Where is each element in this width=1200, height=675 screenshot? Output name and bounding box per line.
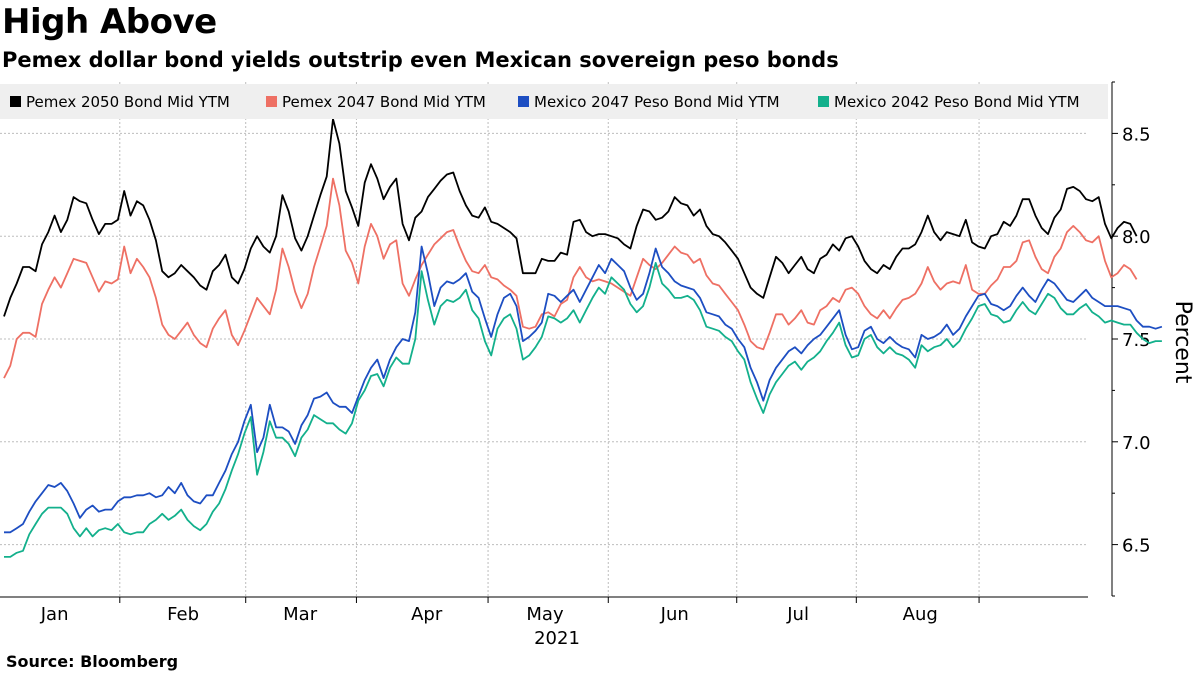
chart-title: High Above (2, 2, 217, 42)
series-line-2 (3, 177, 1138, 379)
legend-label: Pemex 2050 Bond Mid YTM (26, 93, 230, 111)
legend-label: Mexico 2042 Peso Bond Mid YTM (834, 93, 1080, 111)
x-tick-label: Mar (283, 604, 318, 625)
x-tick-label: Jun (660, 604, 689, 625)
grid-lines (0, 82, 1088, 596)
x-tick-label: Jan (40, 604, 69, 625)
legend-swatch (266, 96, 277, 107)
legend: Pemex 2050 Bond Mid YTM Pemex 2047 Bond M… (0, 84, 1108, 119)
y-axis-label: Percent (1170, 301, 1195, 384)
y-tick-label: 8.5 (1122, 124, 1151, 145)
series-line-3 (4, 245, 1163, 534)
x-axis: Jan Feb Mar Apr May Jun Jul Aug 2021 (0, 596, 1088, 649)
legend-swatch (818, 96, 829, 107)
legend-label: Pemex 2047 Bond Mid YTM (282, 93, 486, 111)
y-tick-label: 7.0 (1122, 433, 1151, 454)
chart-subtitle: Pemex dollar bond yields outstrip even M… (2, 48, 839, 72)
x-tick-label: Feb (167, 604, 199, 625)
legend-label: Mexico 2047 Peso Bond Mid YTM (534, 93, 780, 111)
x-tick-label: May (526, 604, 564, 625)
x-tick-label: Aug (903, 604, 938, 625)
x-year-label: 2021 (534, 628, 580, 649)
x-tick-label: Apr (411, 604, 443, 625)
legend-swatch (518, 96, 529, 107)
source-note: Source: Bloomberg (6, 652, 179, 671)
y-tick-label: 7.5 (1122, 330, 1151, 351)
legend-background (0, 84, 1108, 119)
x-tick-label: Jul (786, 604, 809, 625)
series-line-1 (3, 118, 1138, 317)
y-tick-label: 8.0 (1122, 227, 1151, 248)
series-lines (3, 118, 1163, 558)
y-tick-label: 6.5 (1122, 536, 1151, 557)
y-axis: 6.5 7.0 7.5 8.0 8.5 (1111, 81, 1151, 597)
legend-swatch (10, 96, 21, 107)
series-line-4 (4, 261, 1162, 558)
